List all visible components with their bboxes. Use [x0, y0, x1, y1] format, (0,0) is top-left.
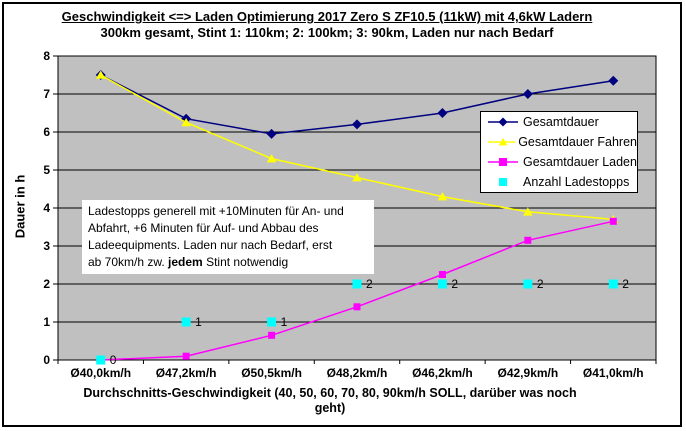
series-anzahl-ladestopps: 0 1 1 2 2 2 2	[96, 277, 629, 367]
legend-label: Gesamtdauer Fahren	[518, 135, 637, 150]
x-axis-title-line1: Durchschnitts-Geschwindigkeit (40, 50, 6…	[83, 386, 577, 400]
legend-item: Gesamtdauer Fahren	[486, 133, 637, 152]
marker-diamond	[352, 119, 362, 130]
legend: Gesamtdauer Gesamtdauer Fahren Gesamtdauer…	[480, 111, 638, 193]
marker-square	[524, 236, 532, 244]
legend-item: Gesamtdauer Laden	[486, 152, 637, 171]
marker-diamond	[437, 108, 448, 118]
y-tick-label: 2	[43, 277, 50, 291]
y-tick-label: 5	[43, 163, 50, 177]
legend-square-icon	[488, 157, 518, 166]
x-category-label: Ø50,5km/h	[241, 366, 302, 380]
data-label: 2	[451, 277, 458, 291]
marker-square	[352, 279, 362, 289]
marker-triangle	[181, 118, 191, 127]
data-label: 2	[537, 277, 544, 291]
y-axis-title: Dauer in h	[12, 174, 28, 239]
x-category-label: Ø41,0km/h	[583, 366, 644, 380]
annotation-line: Ladestopps generell mit +10Minuten für A…	[88, 204, 344, 218]
x-axis-title-line2: geht)	[314, 401, 346, 415]
y-tick-label: 0	[43, 353, 50, 367]
chart-subtitle: 300km gesamt, Stint 1: 110km; 2: 100km; …	[100, 25, 554, 40]
marker-diamond	[522, 89, 533, 99]
legend-label: Gesamtdauer Laden	[523, 154, 637, 169]
marker-square	[437, 279, 447, 289]
legend-square-icon	[499, 177, 507, 186]
data-label: 1	[281, 315, 288, 329]
legend-label: Gesamtdauer	[523, 115, 599, 130]
marker-square	[181, 317, 191, 327]
marker-triangle	[95, 70, 106, 79]
annotation-box: Ladestopps generell mit +10Minuten für A…	[82, 200, 374, 274]
marker-square	[96, 355, 106, 365]
x-category-label: Ø40,0km/h	[70, 366, 131, 380]
x-category-label: Ø47,2km/h	[156, 366, 217, 380]
x-category-label: Ø46,2km/h	[412, 366, 473, 380]
marker-triangle	[352, 173, 362, 182]
chart-titles: Geschwindigkeit <=> Laden Optimierung 20…	[0, 9, 654, 40]
data-label: 2	[622, 277, 629, 291]
marker-triangle	[437, 192, 448, 201]
data-label: 0	[110, 353, 117, 367]
y-tick-label: 7	[43, 87, 50, 101]
y-tick-label: 4	[43, 201, 50, 215]
marker-triangle	[523, 207, 533, 216]
marker-diamond	[608, 75, 619, 86]
annotation-line: Abfahrt, +6 Minuten für Auf- und Abbau d…	[88, 221, 319, 235]
legend-label: Anzahl Ladestopps	[523, 174, 630, 189]
y-tick-label: 3	[43, 239, 50, 253]
x-axis-title: Durchschnitts-Geschwindigkeit (40, 50, 6…	[60, 386, 600, 416]
legend-diamond-icon	[488, 117, 518, 127]
y-tick-label: 8	[43, 49, 50, 63]
marker-square	[182, 352, 190, 360]
x-category-label: Ø48,2km/h	[327, 366, 388, 380]
annotation-line: ab 70km/h zw. jedem Stint notwendig	[88, 255, 289, 269]
marker-square	[353, 303, 361, 311]
marker-square	[608, 279, 618, 289]
marker-square	[268, 331, 276, 339]
marker-square	[523, 279, 533, 289]
legend-item: Anzahl Ladestopps	[486, 172, 637, 191]
data-label: 1	[195, 315, 202, 329]
legend-triangle-icon	[488, 137, 516, 146]
marker-square	[609, 217, 617, 225]
chart-title: Geschwindigkeit <=> Laden Optimierung 20…	[61, 9, 593, 24]
marker-square	[267, 317, 277, 327]
marker-triangle	[266, 154, 277, 163]
annotation-line: Ladeequipments. Laden nur nach Bedarf, e…	[88, 238, 333, 252]
legend-item: Gesamtdauer	[486, 113, 637, 132]
marker-diamond	[266, 128, 277, 139]
y-tick-label: 6	[43, 125, 50, 139]
y-tick-label: 1	[43, 315, 50, 329]
marker-square	[438, 271, 446, 278]
x-category-label: Ø42,9km/h	[498, 366, 559, 380]
data-label: 2	[366, 277, 373, 291]
